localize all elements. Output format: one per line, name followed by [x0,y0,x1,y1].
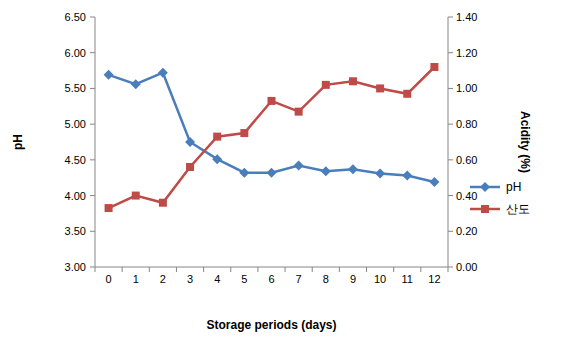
legend-marker [481,205,489,213]
x-tick-label: 12 [428,273,440,285]
marker [322,81,330,89]
y2-tick [448,52,453,53]
marker [186,163,194,171]
x-axis-title: Storage periods (days) [206,318,336,332]
marker [430,63,438,71]
x-tick [257,267,258,272]
marker [376,84,384,92]
y-axis [95,17,96,267]
marker [267,168,277,178]
marker [348,164,358,174]
y-tick-label: 3.00 [65,261,86,273]
y2-tick-label: 0.80 [456,118,477,130]
y-tick-label: 4.00 [65,190,86,202]
y2-tick-label: 0.60 [456,154,477,166]
x-tick-label: 6 [268,273,274,285]
y2-tick [448,88,453,89]
series-line [109,67,435,208]
x-tick-label: 2 [160,273,166,285]
y2-tick-label: 0.20 [456,225,477,237]
x-tick [420,267,421,272]
legend-label: 산도 [506,202,530,216]
x-tick [230,267,231,272]
marker [349,77,357,85]
x-tick [339,267,340,272]
x-tick [366,267,367,272]
x-tick-label: 0 [106,273,112,285]
marker [239,168,249,178]
y2-tick [448,231,453,232]
marker [158,68,168,78]
y-tick [90,195,95,196]
marker [131,79,141,89]
marker [104,70,114,80]
y-tick-label: 4.50 [65,154,86,166]
x-tick [149,267,150,272]
y-tick [90,231,95,232]
x-tick-label: 3 [187,273,193,285]
y-tick-label: 3.50 [65,225,86,237]
y2-tick [448,267,453,268]
x-tick [448,267,449,272]
marker [402,171,412,181]
y2-tick-label: 0.00 [456,261,477,273]
x-tick-label: 1 [133,273,139,285]
y-tick [90,52,95,53]
x-tick [285,267,286,272]
x-tick [176,267,177,272]
y2-tick-label: 1.20 [456,47,477,59]
marker [105,204,113,212]
marker [159,199,167,207]
legend-marker [480,182,490,192]
marker [294,161,304,171]
y-axis-title: pH [11,134,25,150]
x-tick-label: 10 [374,273,386,285]
x-axis [95,267,448,268]
legend: pH 산도 [470,180,530,216]
y-tick-label: 5.50 [65,82,86,94]
marker [213,133,221,141]
y2-tick [448,159,453,160]
y2-axis-title: Acidity (%) [518,111,532,173]
y-tick-label: 6.00 [65,47,86,59]
x-tick [312,267,313,272]
marker [240,129,248,137]
y2-tick-label: 1.40 [456,11,477,23]
x-tick [95,267,96,272]
marker [403,90,411,98]
marker [132,192,140,200]
y2-tick [448,124,453,125]
marker [268,97,276,105]
x-tick-label: 4 [214,273,220,285]
y2-tick [448,195,453,196]
marker [321,166,331,176]
plot-area [104,63,440,212]
x-tick [393,267,394,272]
y2-axis [448,17,449,267]
x-tick-label: 11 [402,273,413,285]
y-tick [90,17,95,18]
marker [295,108,303,116]
x-tick-label: 5 [241,273,247,285]
y-tick-label: 6.50 [65,11,86,23]
marker [185,137,195,147]
y-tick [90,159,95,160]
y-tick [90,124,95,125]
y-tick-label: 5.00 [65,118,86,130]
y-tick [90,88,95,89]
chart: 3.00 3.50 4.00 4.50 5.00 5.50 6.00 6.50 0.00 0.20… [0,0,572,354]
y-tick [90,267,95,268]
y2-tick-label: 1.00 [456,82,477,94]
x-tick [203,267,204,272]
x-tick [122,267,123,272]
y2-tick [448,17,453,18]
marker [429,177,439,187]
marker [375,168,385,178]
marker [212,154,222,164]
y2-tick-label: 0.40 [456,190,477,202]
legend-label: pH [506,180,521,194]
x-tick-label: 7 [296,273,302,285]
x-tick-label: 8 [323,273,329,285]
x-tick-label: 9 [350,273,356,285]
